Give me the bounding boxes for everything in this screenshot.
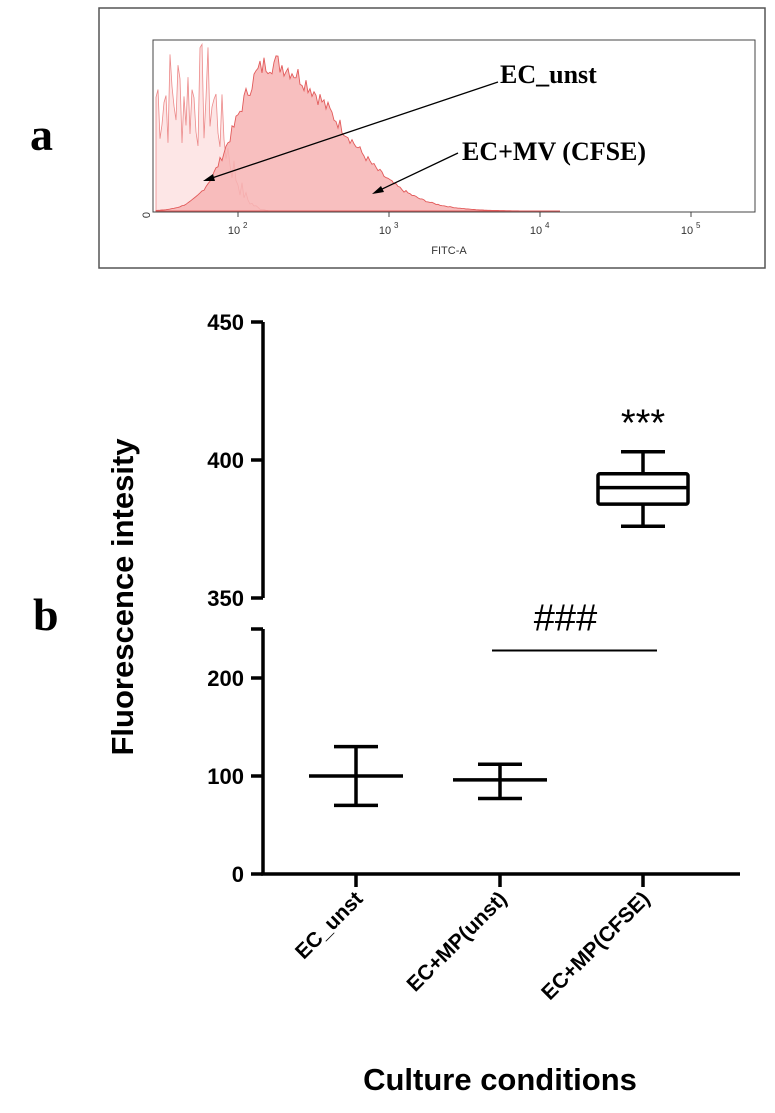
significance-stars: ***: [621, 402, 666, 444]
y-ticks: 0 100 200 350 400 450: [207, 310, 263, 887]
x-tick-label: EC+MP(unst): [402, 887, 511, 996]
histogram-x-tick-base: 10: [379, 225, 391, 237]
histogram-x-tick-exponent: 5: [696, 221, 701, 230]
significance-annotations: *** ###: [492, 402, 666, 652]
panel-b-letter: b: [33, 589, 59, 640]
histogram-ec-mv-cfse: [155, 55, 560, 212]
x-tick-label: EC_unst: [291, 887, 368, 964]
arrowhead-ec-mv-cfse: [372, 186, 384, 194]
histogram-x-tick-exponent: 3: [394, 221, 399, 230]
series-ec-mp-unst-: [453, 762, 547, 801]
y-tick-label: 350: [207, 586, 244, 611]
histogram-x-tick-base: 10: [681, 225, 693, 237]
y-tick-label: 100: [207, 764, 244, 789]
arrow-ec-mv-cfse: [377, 152, 459, 192]
x-tick-label: EC+MP(CFSE): [537, 887, 654, 1004]
y-tick-label: 0: [232, 862, 244, 887]
series-ec-mp-cfse-: [596, 449, 690, 528]
histogram-x-tick-exponent: 4: [545, 221, 550, 230]
y-tick-label: 400: [207, 448, 244, 473]
panel-a-letter: a: [30, 109, 53, 160]
data-marks: [309, 449, 690, 808]
histogram-x-tick-base: 10: [530, 225, 542, 237]
series-ec-unst: [309, 744, 403, 808]
significance-hashes: ###: [534, 598, 597, 640]
histogram-panel: 0 10 2 10 3 10 4 10 5 FITC-A EC_unst EC+MV (CFS…: [98, 7, 766, 269]
histogram-x-tick-exponent: 2: [243, 221, 248, 230]
histogram-x-label: FITC-A: [431, 245, 467, 257]
annotation-ec-mv-cfse: EC+MV (CFSE): [462, 137, 646, 166]
y-tick-label: 450: [207, 310, 244, 335]
histogram-x-ticks: 10 2 10 3 10 4 10 5: [228, 212, 701, 237]
histogram-y-zero-label: 0: [141, 212, 153, 218]
annotation-ec-unst: EC_unst: [500, 60, 597, 89]
y-axis-title: Fluorescence intesity: [105, 438, 140, 756]
arrow-ec-unst: [208, 81, 499, 180]
box-chart: 0 100 200 350 400 450 EC_unst EC+MP(unst) EC+MP…: [105, 310, 740, 1097]
histogram-x-tick-base: 10: [228, 225, 240, 237]
arrowhead-ec-unst: [203, 174, 215, 181]
x-ticks: EC_unst EC+MP(unst) EC+MP(CFSE): [291, 874, 655, 1005]
x-axis-title: Culture conditions: [363, 1062, 637, 1097]
y-tick-label: 200: [207, 666, 244, 691]
